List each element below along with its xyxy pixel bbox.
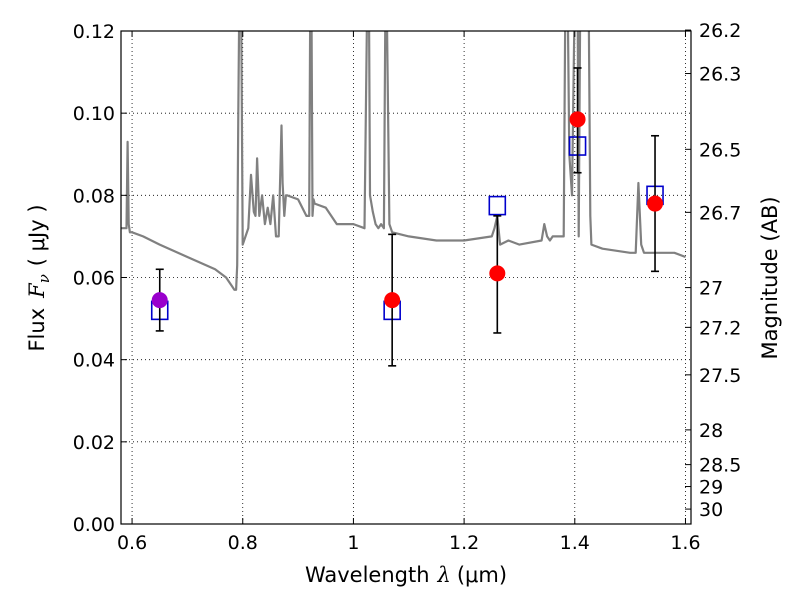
marker-layer <box>150 67 664 367</box>
model-square-marker <box>488 195 507 216</box>
y-tick-label: 0.02 <box>73 432 115 454</box>
y-tick-label: 0.00 <box>73 514 115 536</box>
y2-tick-label: 26.5 <box>699 139 741 161</box>
y2-tick-label: 27 <box>699 278 723 300</box>
observed-flux-point <box>384 292 401 309</box>
axes: 0.6 0.8 1 1.2 1.4 1.6 0.00 0.02 0.04 0.06 0.08 0.10… <box>73 20 742 554</box>
y-tick-label: 0.08 <box>73 185 115 207</box>
x-tick-label: 1.2 <box>449 532 479 554</box>
x-axis-label: Wavelength λ (μm) <box>305 563 507 587</box>
y-tick-label: 0.04 <box>73 350 115 372</box>
y2-tick-label: 26.2 <box>699 20 741 42</box>
x-tick-label: 1.4 <box>560 532 590 554</box>
y-axis-label: FluxFν( μJy ) <box>25 204 53 351</box>
x-tick-label: 0.8 <box>228 532 258 554</box>
observed-flux-point <box>489 265 506 282</box>
y2-tick-label: 28 <box>699 420 723 442</box>
y-tick-label: 0.06 <box>73 268 115 290</box>
y2-tick-label: 27.2 <box>699 317 741 339</box>
y2-tick-label: 27.5 <box>699 365 741 387</box>
grid <box>121 31 691 524</box>
x-tick-label: 1.6 <box>670 532 700 554</box>
y-tick-label: 0.10 <box>73 103 115 125</box>
observed-flux-point <box>151 292 168 309</box>
observed-flux-point <box>569 111 586 128</box>
y2-axis-label: Magnitude (AB) <box>758 196 782 359</box>
y2-tick-label: 26.7 <box>699 202 741 224</box>
y2-tick-label: 29 <box>699 477 723 499</box>
observed-flux-point <box>647 195 664 212</box>
x-tick-label: 1 <box>347 532 359 554</box>
y2-tick-label: 30 <box>699 499 723 521</box>
x-tick-label: 0.6 <box>117 532 147 554</box>
y2-tick-label: 28.5 <box>699 455 741 477</box>
y-tick-label: 0.12 <box>73 21 115 43</box>
y2-tick-label: 26.3 <box>699 64 741 86</box>
